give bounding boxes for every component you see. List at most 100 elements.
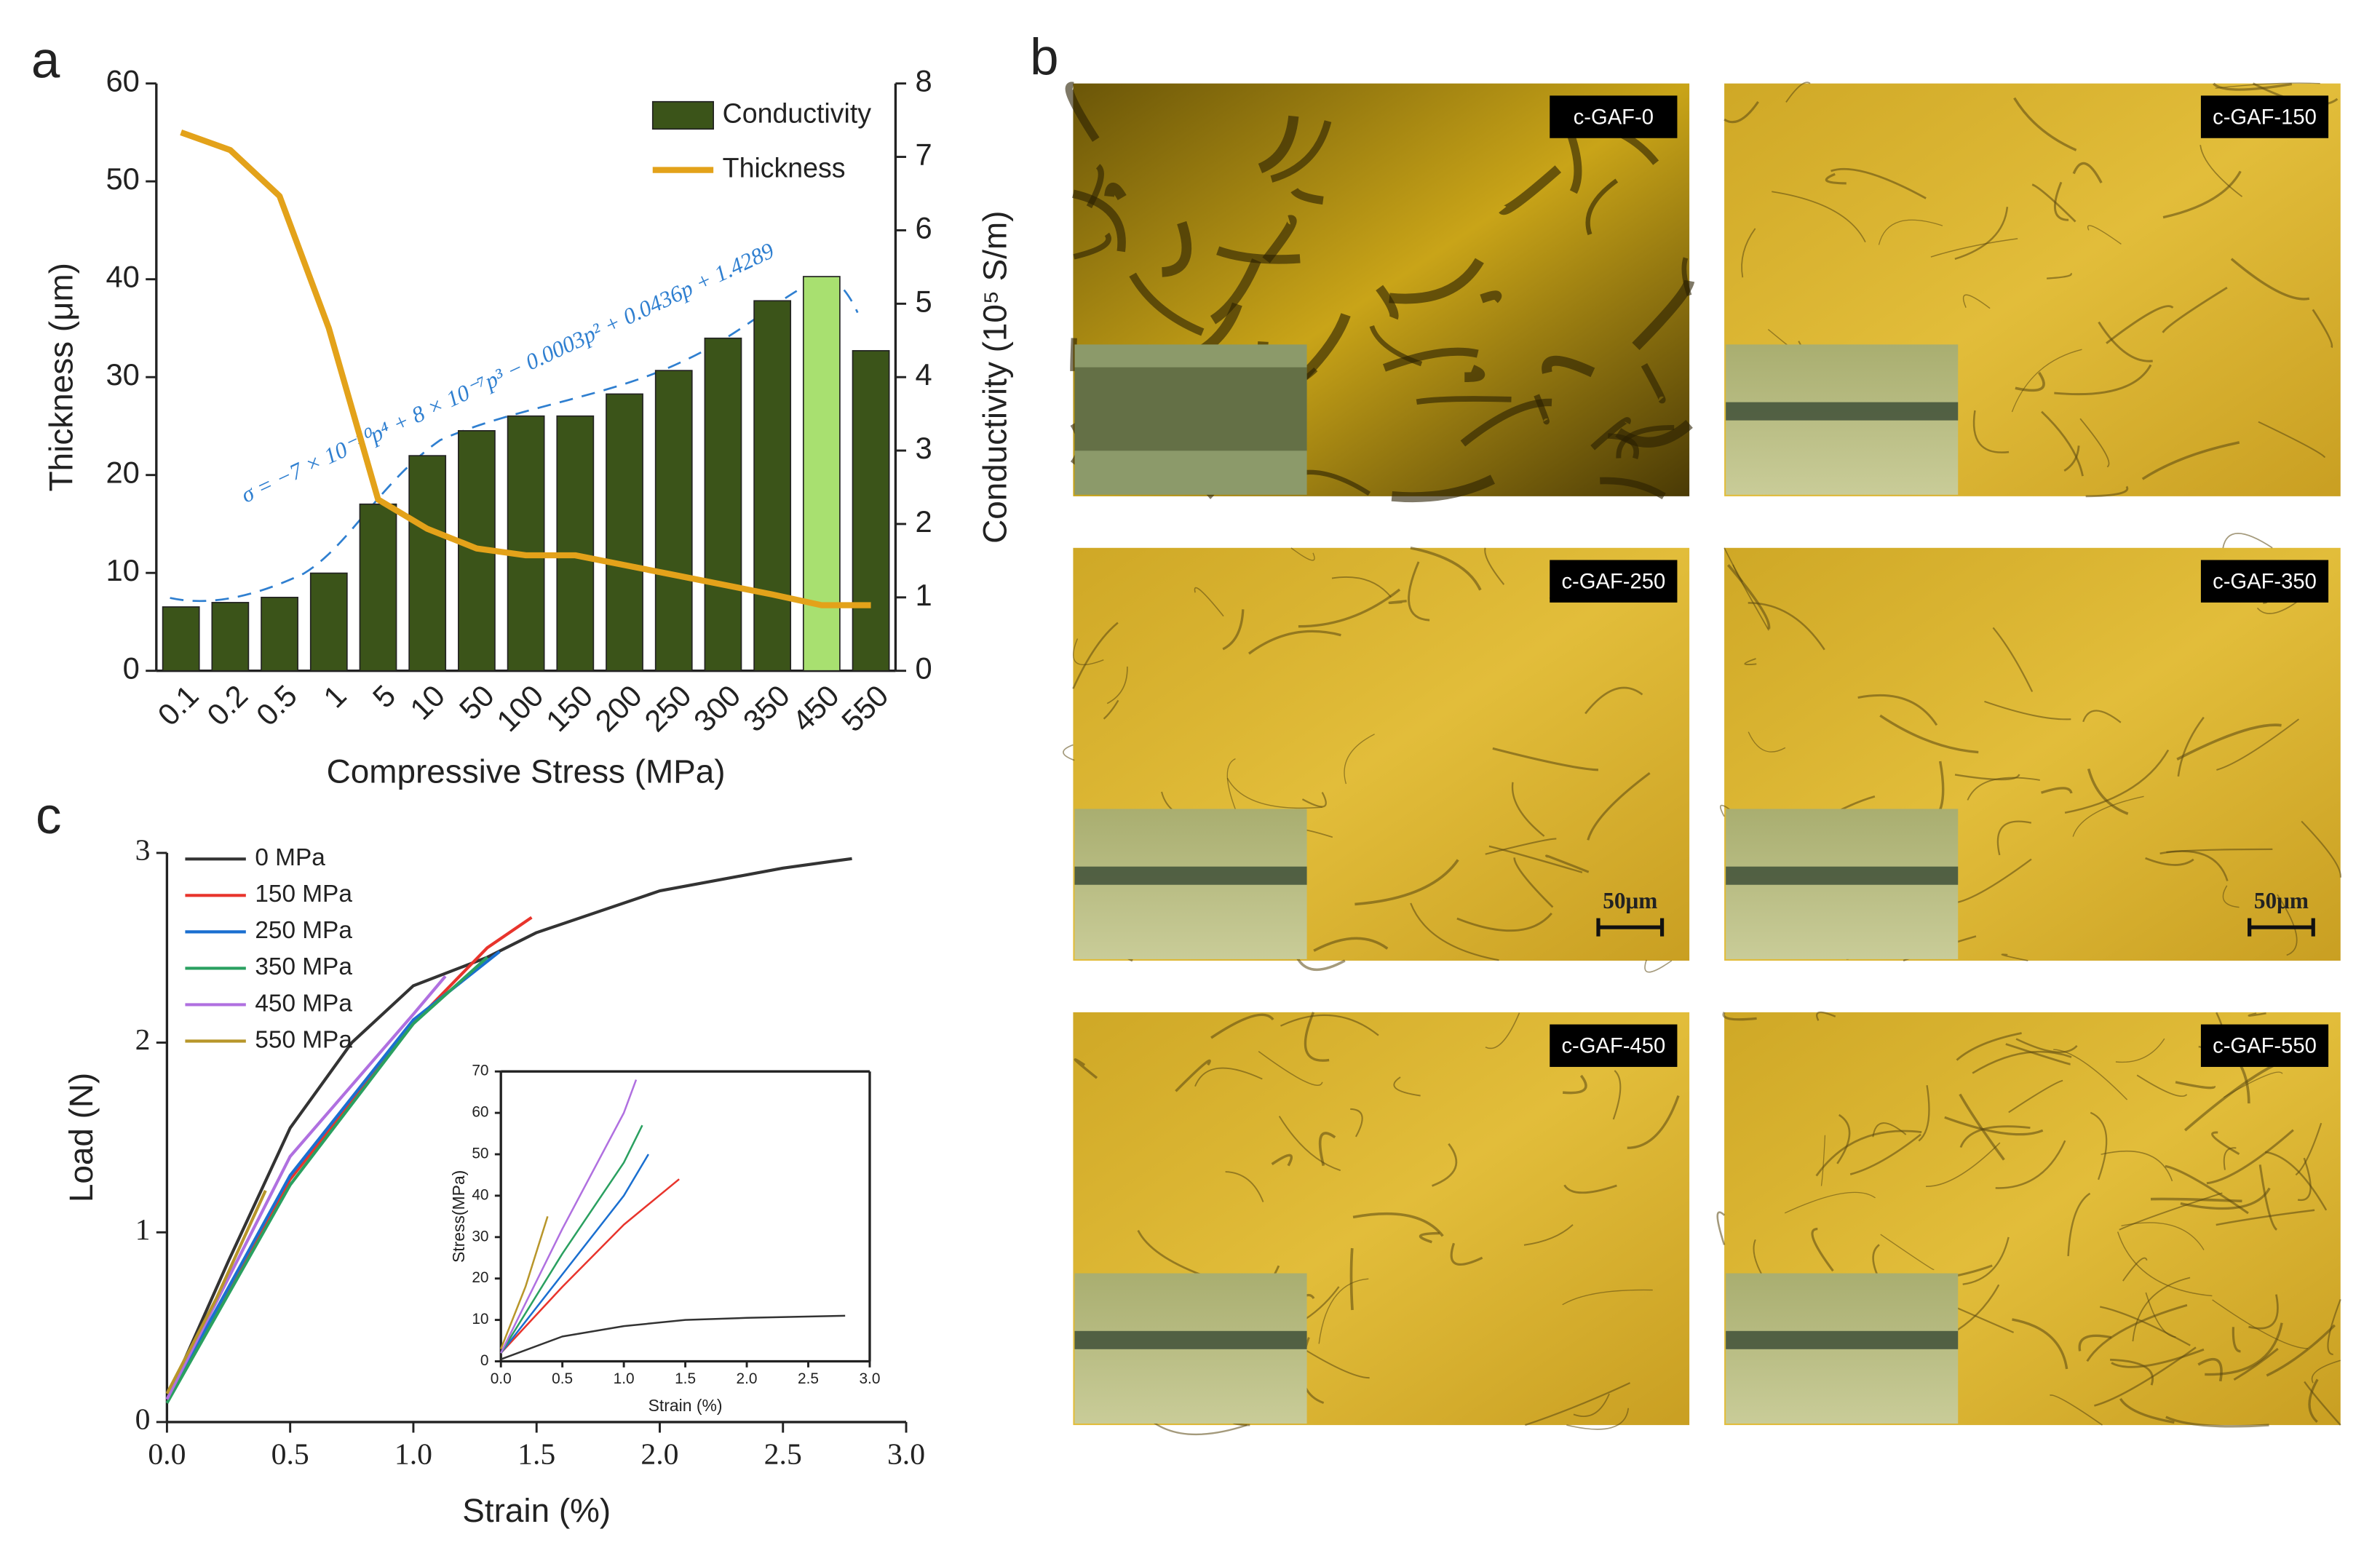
texture <box>2165 1416 2269 1428</box>
texture <box>2162 170 2242 219</box>
texture <box>2054 364 2152 396</box>
series-line <box>500 1314 846 1360</box>
texture <box>1748 731 1786 753</box>
x-tick-label: 0.5 <box>271 1437 309 1471</box>
texture <box>2050 1394 2103 1426</box>
texture <box>1992 627 2034 692</box>
texture <box>1499 165 1562 215</box>
texture <box>1226 777 1322 809</box>
texture <box>1300 313 1351 380</box>
texture <box>1410 902 1499 961</box>
y2-tick-label: 5 <box>916 284 932 318</box>
texture <box>1103 699 1119 720</box>
x-tick-label: 1.0 <box>614 1370 635 1387</box>
texture <box>1175 1059 1211 1092</box>
texture <box>2119 1397 2175 1424</box>
x-tick-label: 1.5 <box>517 1437 555 1471</box>
legend-label: 450 MPa <box>255 990 352 1017</box>
y2-tick-label: 6 <box>916 210 932 245</box>
texture <box>1313 937 1389 952</box>
texture <box>2222 885 2240 908</box>
texture <box>1857 694 1938 726</box>
bar <box>654 370 693 672</box>
texture <box>2072 795 2144 837</box>
texture <box>2312 309 2333 349</box>
texture <box>2064 749 2170 814</box>
texture <box>1972 1050 2072 1074</box>
texture <box>1072 622 1119 689</box>
texture <box>1086 164 1104 209</box>
texture <box>2041 410 2084 477</box>
texture <box>2101 1150 2173 1182</box>
texture <box>1393 1076 1421 1097</box>
micrograph-label: c-GAF-250 <box>1561 570 1665 593</box>
texture <box>2248 1012 2266 1017</box>
texture <box>1849 1133 1921 1175</box>
x-tick-label: 0.1 <box>151 678 205 732</box>
x-tick-label: 2.5 <box>764 1437 802 1471</box>
legend-label: 350 MPa <box>255 953 352 980</box>
y-tick-label: 0 <box>123 651 140 686</box>
texture <box>2111 1348 2205 1368</box>
texture <box>2176 723 2282 761</box>
texture <box>2206 1129 2294 1185</box>
y-tick-label: 40 <box>106 260 139 294</box>
texture <box>1073 232 1111 260</box>
texture <box>2031 183 2076 223</box>
x-axis-title: Compressive Stress (MPa) <box>327 753 726 790</box>
x-tick-label: 100 <box>490 678 550 738</box>
texture <box>2100 1306 2191 1346</box>
texture <box>1480 290 1502 303</box>
series-line <box>500 1215 549 1349</box>
texture <box>1065 82 1100 142</box>
bar <box>309 572 348 672</box>
cross-section-band <box>1726 866 1959 885</box>
texture <box>2216 1209 2315 1226</box>
texture <box>2115 1038 2165 1063</box>
y-tick-label: 50 <box>472 1146 488 1162</box>
y2-tick-label: 0 <box>916 651 932 686</box>
cross-section-band <box>1074 367 1307 451</box>
texture <box>1278 1116 1341 1172</box>
x-tick-label: 2.5 <box>798 1370 819 1387</box>
texture <box>1070 338 1077 371</box>
texture <box>2223 1071 2283 1098</box>
texture <box>1879 714 1979 754</box>
texture <box>2011 349 2082 413</box>
texture <box>2078 1334 2112 1351</box>
label-box <box>2200 1024 2329 1067</box>
texture <box>1716 1211 1726 1245</box>
cross-section-band <box>1726 402 1959 421</box>
texture <box>2121 1222 2205 1250</box>
y-tick-label: 10 <box>106 553 139 587</box>
texture <box>1350 1108 1363 1138</box>
texture <box>1298 588 1401 628</box>
texture <box>1210 258 1261 325</box>
texture <box>1563 1184 1617 1194</box>
texture <box>1485 838 1557 855</box>
texture <box>1262 215 1297 263</box>
legend-label: 0 MPa <box>255 844 325 871</box>
texture <box>1641 362 1666 404</box>
label-box <box>2200 560 2329 603</box>
texture <box>2308 1378 2319 1424</box>
texture <box>2295 1122 2323 1176</box>
texture <box>1930 238 2018 258</box>
texture <box>1962 1237 2010 1285</box>
micrograph-label: c-GAF-550 <box>2213 1035 2317 1058</box>
texture <box>2232 1327 2241 1353</box>
y-axis-title: Thickness (μm) <box>42 263 80 491</box>
panel-label: b <box>1030 28 1058 86</box>
texture <box>2301 820 2341 878</box>
texture <box>1352 1212 1444 1237</box>
micrograph-label: c-GAF-350 <box>2213 570 2317 593</box>
texture <box>1073 638 1104 666</box>
texture <box>1369 325 1423 367</box>
cross-section-band <box>1074 866 1307 885</box>
y-axis-title: Load (N) <box>62 1073 100 1202</box>
texture <box>1785 82 1811 103</box>
texture <box>2311 1360 2341 1384</box>
texture <box>2150 1197 2242 1203</box>
texture <box>1600 477 1666 500</box>
texture <box>2216 718 2299 771</box>
